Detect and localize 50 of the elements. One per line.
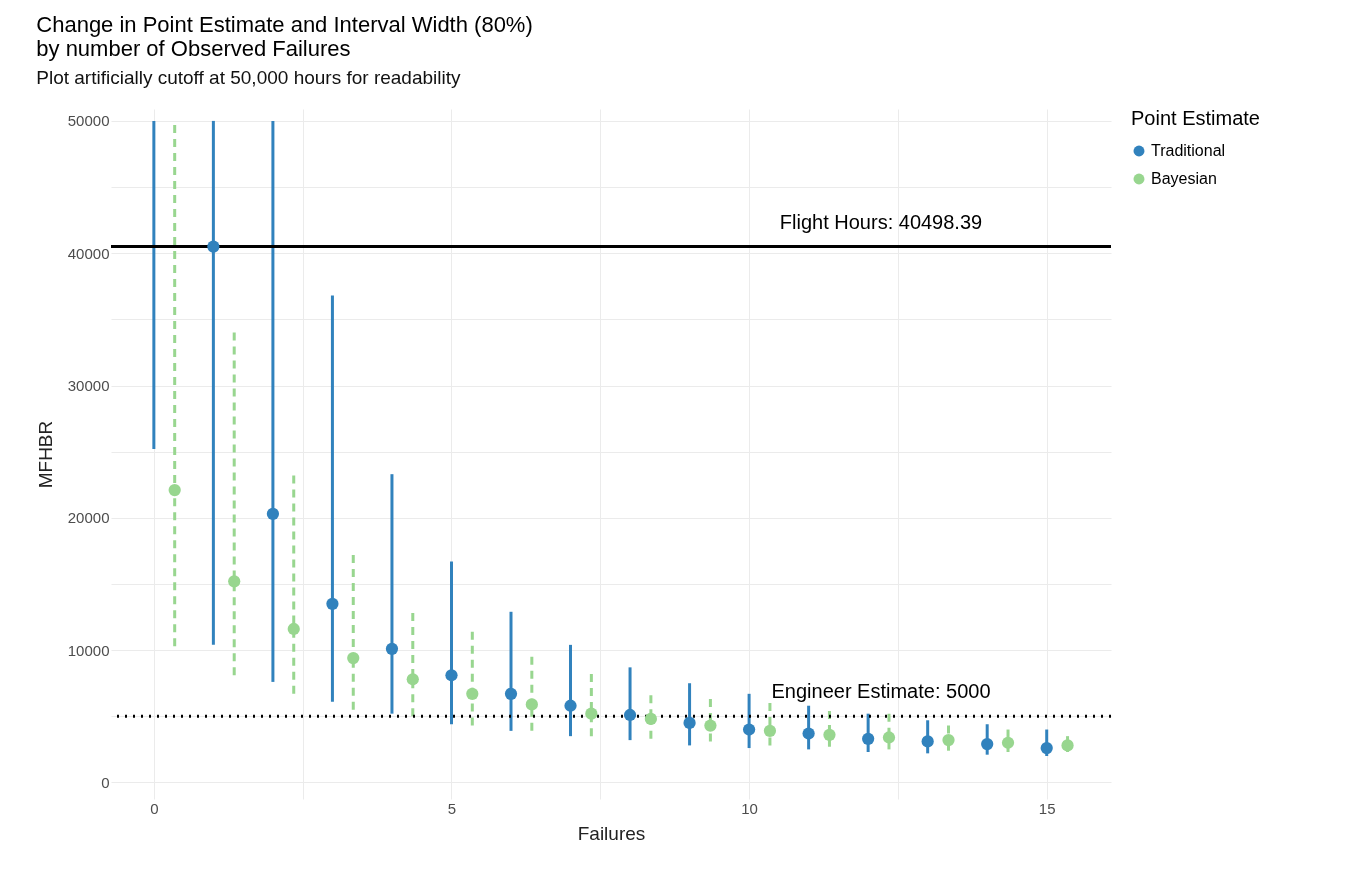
text: by number of Observed Failures [36, 36, 351, 61]
legend-label: Traditional [1151, 142, 1226, 159]
point [1061, 739, 1074, 752]
point [445, 669, 458, 682]
x-tick-label: 5 [447, 799, 457, 817]
point [406, 673, 419, 686]
point [623, 708, 637, 722]
y-tick-label: 0 [101, 773, 110, 791]
point [228, 575, 241, 588]
point [862, 732, 875, 745]
y-tick-label: 30000 [67, 377, 110, 395]
point [1001, 736, 1015, 749]
y-tick-label: 40000 [67, 244, 110, 262]
point [504, 687, 518, 700]
y-tick-label: 10000 [67, 641, 110, 659]
x-tick-label: 10 [741, 799, 758, 817]
y-tick-label: 20000 [67, 509, 110, 527]
point [704, 719, 717, 732]
point [585, 707, 598, 720]
point [683, 716, 696, 730]
point [882, 731, 896, 744]
legend-label: Bayesian [1151, 170, 1217, 187]
chart-subtitle: Plot artificially cutoff at 50,000 hours for readability [36, 67, 461, 88]
text: Change in Point Estimate and Interval Width (80%) [36, 12, 533, 37]
point [266, 507, 280, 520]
ref-line-label: Engineer Estimate: 5000 [771, 680, 991, 703]
point [326, 597, 339, 610]
point [921, 735, 934, 748]
x-tick-label: 0 [150, 799, 159, 817]
legend-title: Point Estimate [1131, 107, 1260, 129]
point [942, 734, 955, 747]
y-tick-label: 50000 [67, 112, 110, 130]
y-axis-title: MFHBR [34, 420, 56, 489]
point [742, 723, 756, 736]
point [466, 687, 479, 700]
point [823, 728, 836, 741]
x-tick-label: 15 [1038, 799, 1056, 817]
point [385, 642, 399, 655]
point [347, 651, 360, 665]
point [564, 699, 577, 712]
point [644, 712, 657, 726]
point [802, 727, 815, 740]
point [207, 240, 220, 253]
ref-line-label: Flight Hours: 40498.39 [779, 210, 983, 233]
x-axis-title: Failures [577, 822, 646, 844]
point [168, 483, 181, 497]
point [287, 622, 300, 636]
point [981, 737, 994, 751]
point [525, 698, 538, 711]
point [763, 724, 777, 737]
